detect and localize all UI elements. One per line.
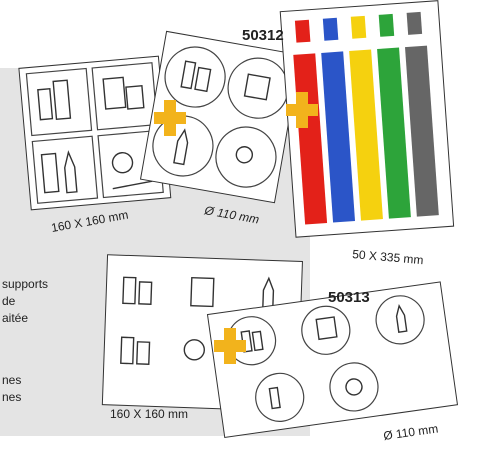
product-code: 50312 [242,27,284,44]
product-code: 50313 [328,289,370,306]
side-text: nes [2,390,21,404]
side-text: nes [2,373,21,387]
square-sheet [19,56,171,210]
product-image: 50312 160 X 160 mm Ø 110 mm 50 X 335 mm … [0,0,478,468]
side-text: de [2,294,16,308]
side-text: aitée [2,311,28,325]
side-text: supports [2,277,48,291]
size-label: 160 X 160 mm [110,407,188,421]
